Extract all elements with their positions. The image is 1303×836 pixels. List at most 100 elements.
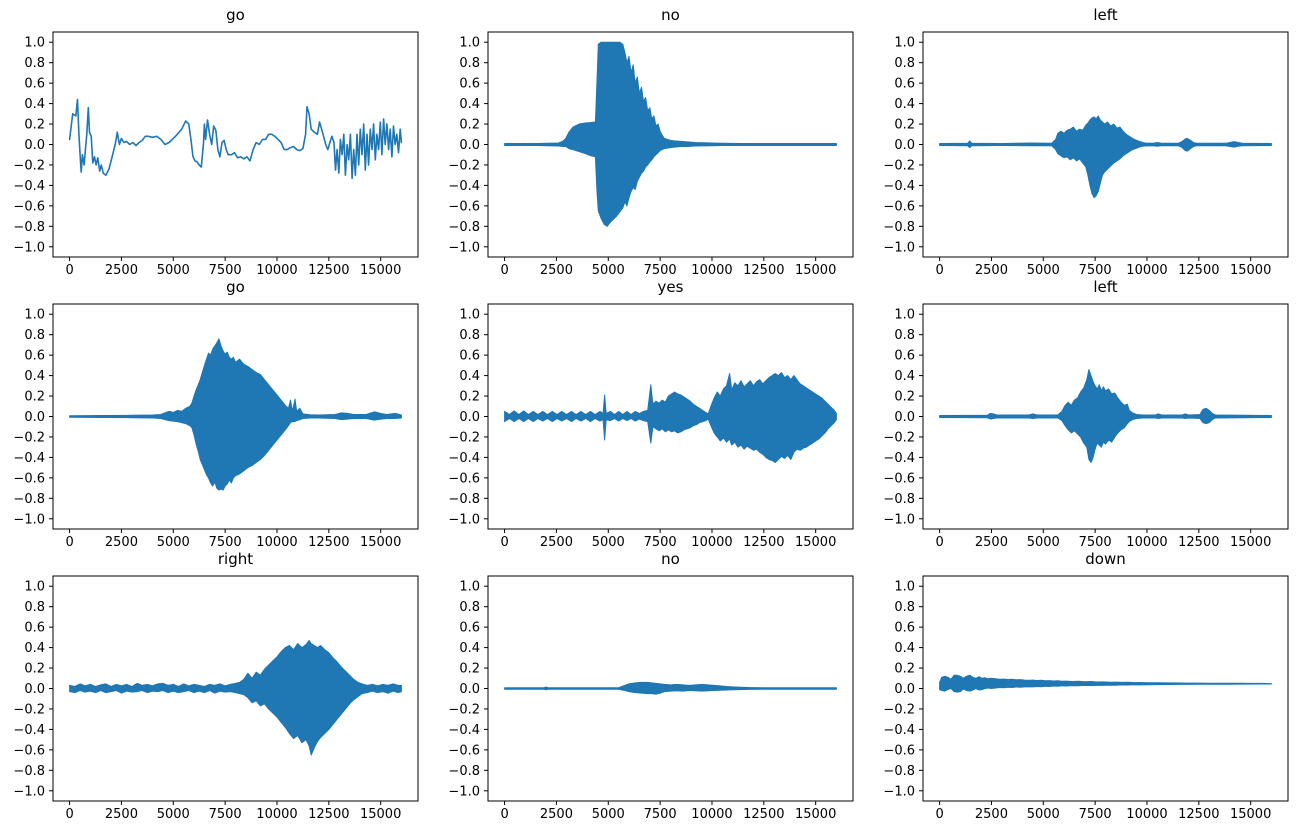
svg-text:5000: 5000 [592,535,625,550]
svg-text:7500: 7500 [644,535,677,550]
svg-text:0.8: 0.8 [894,56,915,71]
svg-text:7500: 7500 [1079,535,1112,550]
svg-text:0.4: 0.4 [894,97,915,112]
svg-text:7500: 7500 [1079,807,1112,822]
svg-text:−0.4: −0.4 [883,451,915,466]
svg-text:0.8: 0.8 [459,600,480,615]
svg-text:10000: 10000 [1126,535,1167,550]
svg-text:0.2: 0.2 [24,390,45,405]
svg-text:0.6: 0.6 [24,621,45,636]
svg-text:15000: 15000 [360,535,401,550]
svg-text:7500: 7500 [209,263,242,278]
waveform-canvas-yes: 0 2500 5000 7500 10000 12500 15000 1.0 0.8 0.6 0.4… [448,303,854,550]
svg-text:−0.8: −0.8 [883,492,915,507]
svg-text:10000: 10000 [256,807,297,822]
svg-text:0.6: 0.6 [24,349,45,364]
svg-text:2500: 2500 [540,535,573,550]
svg-text:2500: 2500 [975,263,1008,278]
svg-text:−0.4: −0.4 [13,179,45,194]
svg-text:−1.0: −1.0 [13,512,45,527]
subplot-no-2: 0 2500 5000 7500 10000 12500 15000 1.0 0.8 0.6 0.4… [435,544,868,836]
svg-text:10000: 10000 [691,807,732,822]
plot-title-left-1: left [1093,6,1118,24]
plot-title-left-2: left [1093,278,1118,296]
waveform-canvas-go-2: 0 2500 5000 7500 10000 12500 15000 1.0 0.8 0.6 0.4… [13,303,419,550]
svg-text:1.0: 1.0 [24,308,45,323]
svg-text:7500: 7500 [209,807,242,822]
svg-text:−1.0: −1.0 [883,240,915,255]
subplot-left-2: 0 2500 5000 7500 10000 12500 15000 1.0 0.8 0.6 0.4… [870,272,1303,564]
svg-text:−0.8: −0.8 [13,492,45,507]
svg-text:7500: 7500 [644,807,677,822]
svg-text:0.0: 0.0 [459,682,480,697]
svg-text:−0.6: −0.6 [13,471,45,486]
svg-text:1.0: 1.0 [894,36,915,51]
svg-text:0: 0 [65,807,73,822]
svg-text:0.0: 0.0 [24,138,45,153]
svg-text:0: 0 [500,263,508,278]
svg-text:0.8: 0.8 [894,328,915,343]
svg-text:15000: 15000 [360,263,401,278]
svg-text:15000: 15000 [795,263,836,278]
svg-text:−0.8: −0.8 [883,220,915,235]
svg-text:0.4: 0.4 [24,369,45,384]
svg-text:−0.4: −0.4 [13,451,45,466]
svg-text:−1.0: −1.0 [448,512,480,527]
svg-text:2500: 2500 [975,535,1008,550]
svg-text:−0.6: −0.6 [448,199,480,214]
svg-text:0.8: 0.8 [24,328,45,343]
svg-text:0.0: 0.0 [24,410,45,425]
svg-text:0.0: 0.0 [894,138,915,153]
plot-title-go-1: go [226,6,245,24]
svg-text:−0.4: −0.4 [448,179,480,194]
svg-text:0.2: 0.2 [459,662,480,677]
svg-text:10000: 10000 [256,263,297,278]
svg-text:−0.2: −0.2 [13,702,45,717]
svg-text:5000: 5000 [592,807,625,822]
svg-text:−0.4: −0.4 [883,723,915,738]
svg-text:0: 0 [65,263,73,278]
svg-text:0.6: 0.6 [894,621,915,636]
svg-text:−1.0: −1.0 [883,512,915,527]
subplot-no-1: 0 2500 5000 7500 10000 12500 15000 1.0 0.8 0.6 0.4… [435,0,868,292]
svg-text:−0.6: −0.6 [448,471,480,486]
svg-text:10000: 10000 [691,263,732,278]
svg-text:5000: 5000 [157,263,190,278]
svg-text:7500: 7500 [209,535,242,550]
svg-text:0.4: 0.4 [459,641,480,656]
svg-text:0.6: 0.6 [459,349,480,364]
plot-title-yes: yes [657,278,684,296]
subplot-right: 0 2500 5000 7500 10000 12500 15000 1.0 0.8 0.6 0.4… [0,544,433,836]
svg-text:−0.4: −0.4 [13,723,45,738]
svg-text:10000: 10000 [691,535,732,550]
svg-text:−1.0: −1.0 [448,240,480,255]
svg-text:12500: 12500 [743,807,784,822]
svg-text:1.0: 1.0 [459,308,480,323]
svg-text:12500: 12500 [308,807,349,822]
svg-text:2500: 2500 [105,263,138,278]
svg-text:−1.0: −1.0 [883,784,915,799]
svg-text:−0.2: −0.2 [13,158,45,173]
subplot-down: 0 2500 5000 7500 10000 12500 15000 1.0 0.8 0.6 0.4… [870,544,1303,836]
svg-text:0: 0 [65,535,73,550]
svg-text:0.6: 0.6 [894,349,915,364]
svg-text:−0.8: −0.8 [13,764,45,779]
svg-text:0.4: 0.4 [459,369,480,384]
svg-text:1.0: 1.0 [894,580,915,595]
plot-title-go-2: go [226,278,245,296]
svg-text:−0.2: −0.2 [448,702,480,717]
svg-text:2500: 2500 [105,535,138,550]
svg-text:−0.4: −0.4 [448,451,480,466]
svg-text:7500: 7500 [644,263,677,278]
svg-text:12500: 12500 [743,535,784,550]
svg-text:1.0: 1.0 [24,580,45,595]
svg-text:−0.6: −0.6 [13,199,45,214]
svg-text:−0.8: −0.8 [13,220,45,235]
waveform-canvas-no-2: 0 2500 5000 7500 10000 12500 15000 1.0 0.8 0.6 0.4… [448,575,854,822]
svg-text:−0.6: −0.6 [883,471,915,486]
svg-text:2500: 2500 [975,807,1008,822]
svg-text:0.4: 0.4 [24,641,45,656]
svg-text:0.0: 0.0 [459,410,480,425]
svg-text:15000: 15000 [1230,807,1271,822]
svg-text:0: 0 [500,535,508,550]
